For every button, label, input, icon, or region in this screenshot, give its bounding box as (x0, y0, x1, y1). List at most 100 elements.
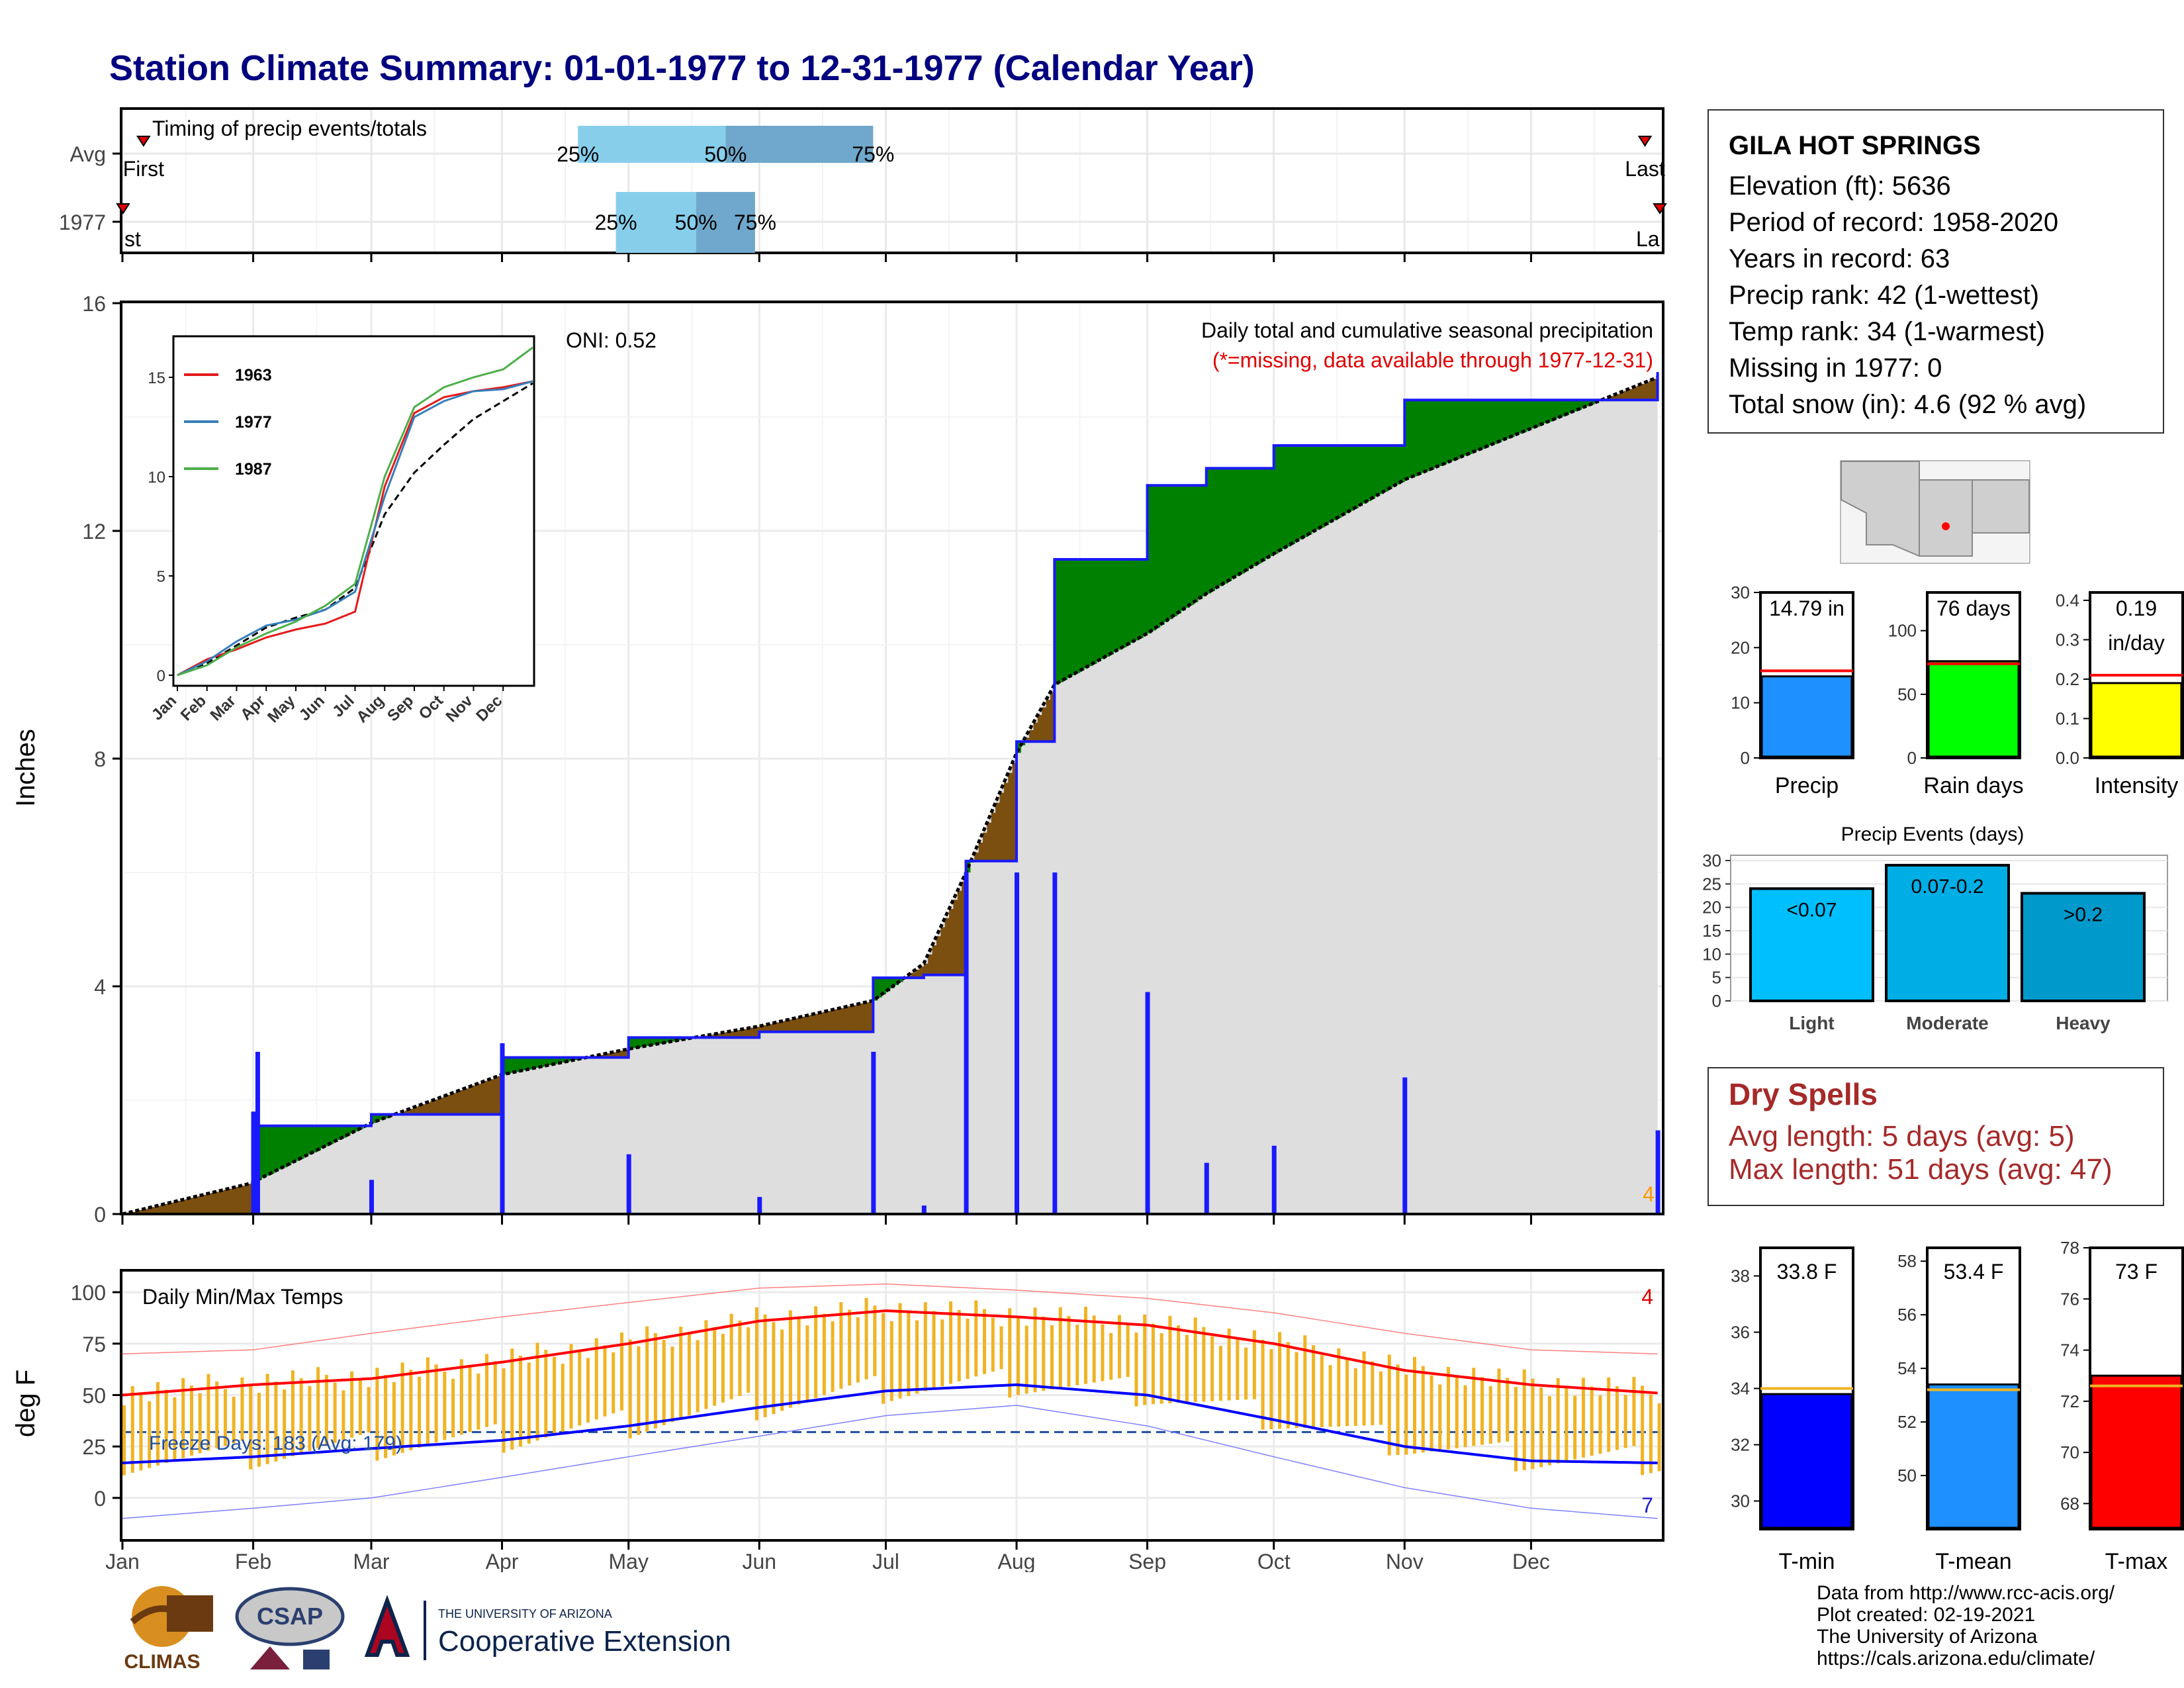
daily-temp-range-bar (350, 1371, 354, 1438)
inset-xtick-label: Dec (473, 692, 506, 725)
last-event-marker (1637, 136, 1653, 147)
below-average-fill (856, 1004, 861, 1032)
daily-temp-range-bar (1649, 1394, 1653, 1474)
below-average-fill (848, 1006, 852, 1032)
events-title: Precip Events (days) (1841, 823, 2025, 845)
below-average-fill (864, 1002, 870, 1032)
daily-temp-range-bar (130, 1386, 134, 1473)
daily-temp-range-bar (1151, 1323, 1155, 1405)
inset-xtick-label: Sep (384, 692, 417, 725)
month-label: Jul (872, 1550, 899, 1572)
daily-temp-range-bar (1337, 1348, 1341, 1427)
daily-precip-bar (1271, 1145, 1277, 1214)
above-average-fill (291, 1125, 296, 1163)
daily-temp-range-bar (148, 1401, 152, 1468)
daily-temp-range-bar (358, 1379, 362, 1435)
below-average-fill (822, 1011, 827, 1032)
below-average-fill (1615, 394, 1620, 400)
above-average-fill (1442, 400, 1447, 465)
below-average-fill (472, 1085, 477, 1115)
station-name: GILA HOT SPRINGS (1729, 131, 1981, 160)
above-average-fill (1240, 468, 1245, 574)
event-bar (1749, 887, 1874, 1003)
summary-bar (1927, 660, 2020, 758)
summary-ytick-label: 0 (1741, 748, 1750, 768)
month-label: Jan (105, 1550, 140, 1572)
events-ytick-label: 20 (1702, 898, 1721, 917)
above-average-fill (1265, 468, 1270, 559)
daily-temp-range-bar (1177, 1325, 1181, 1403)
below-average-fill (1003, 782, 1009, 861)
below-average-fill (1623, 391, 1629, 400)
daily-temp-range-bar (831, 1321, 835, 1392)
daily-temp-range-bar (232, 1396, 236, 1444)
above-average-fill (1328, 445, 1334, 523)
temp-ytick-label: 100 (71, 1281, 106, 1305)
daily-precip-bar (369, 1180, 374, 1214)
station-years: Years in record: 63 (1729, 244, 1950, 273)
month-label: Dec (1512, 1550, 1550, 1572)
inset-xtick-label: Jun (296, 692, 328, 724)
above-average-fill (1573, 400, 1578, 412)
temp-panel: 0 25 50 75 100 Jan Feb Mar Apr May Jun Jul Aug Sep Oc… (11, 1269, 1664, 1572)
above-average-fill (1337, 445, 1342, 518)
daily-temp-range-bar (527, 1362, 531, 1444)
above-average-fill (1455, 400, 1460, 459)
below-average-fill (480, 1082, 486, 1115)
station-elevation: Elevation (ft): 5636 (1729, 171, 1951, 201)
first-label: st (124, 227, 141, 251)
below-average-fill (143, 1209, 148, 1214)
daily-temp-range-bar (291, 1370, 295, 1456)
below-average-fill (1042, 707, 1047, 742)
above-average-fill (338, 1125, 342, 1140)
above-average-fill (333, 1125, 338, 1143)
below-average-fill (447, 1094, 452, 1115)
daily-temp-range-bar (485, 1354, 489, 1427)
above-average-fill (877, 978, 882, 998)
below-average-fill (957, 890, 962, 975)
daily-temp-range-bar (687, 1333, 691, 1416)
daily-temp-range-bar (1261, 1339, 1265, 1430)
above-average-fill (1092, 559, 1097, 664)
daily-temp-range-bar (1641, 1385, 1645, 1476)
above-average-fill (531, 1057, 537, 1069)
temp-summary-ytick-label: 38 (1731, 1266, 1750, 1286)
location-map (1840, 460, 2030, 564)
above-average-fill (1375, 445, 1380, 496)
timing-row-label: 1977 (59, 211, 106, 234)
first-event-marker (136, 136, 151, 147)
above-average-fill (1404, 400, 1410, 480)
daily-temp-range-bar (1488, 1385, 1492, 1444)
summary-ytick-label: 0 (1907, 748, 1917, 768)
station-location-marker (1942, 522, 1950, 530)
below-average-fill (729, 1031, 735, 1038)
events-ytick-label: 0 (1712, 991, 1721, 1011)
above-average-fill (527, 1057, 532, 1070)
summary-ytick-label: 0.0 (2056, 748, 2079, 768)
above-average-fill (1063, 559, 1068, 680)
daily-temp-range-bar (1328, 1365, 1332, 1427)
below-average-fill (1029, 730, 1034, 742)
above-average-fill (1312, 445, 1316, 532)
above-average-fill (1586, 400, 1591, 406)
climas-logo: CLIMAS (124, 1586, 213, 1673)
above-average-fill (506, 1057, 511, 1074)
daily-temp-range-bar (1320, 1355, 1324, 1427)
daily-temp-range-bar (637, 1346, 641, 1435)
above-average-fill (1421, 400, 1426, 473)
above-average-fill (1083, 559, 1089, 669)
above-average-fill (653, 1037, 659, 1045)
above-average-fill (1341, 445, 1346, 516)
inset-xtick-label: Jul (329, 692, 358, 721)
daily-temp-range-bar (1218, 1346, 1222, 1401)
dry-spells-max: Max length: 51 days (avg: 47) (1729, 1153, 2113, 1186)
precip-caption: Daily total and cumulative seasonal prec… (1201, 318, 1653, 342)
above-average-fill (510, 1057, 516, 1073)
above-average-fill (1138, 559, 1144, 638)
below-average-fill (232, 1188, 237, 1214)
daily-temp-range-bar (966, 1318, 970, 1380)
daily-temp-range-bar (1463, 1385, 1467, 1447)
below-average-fill (607, 1053, 612, 1058)
temp-summary-ytick-label: 68 (2060, 1493, 2079, 1513)
above-average-fill (375, 1114, 381, 1122)
